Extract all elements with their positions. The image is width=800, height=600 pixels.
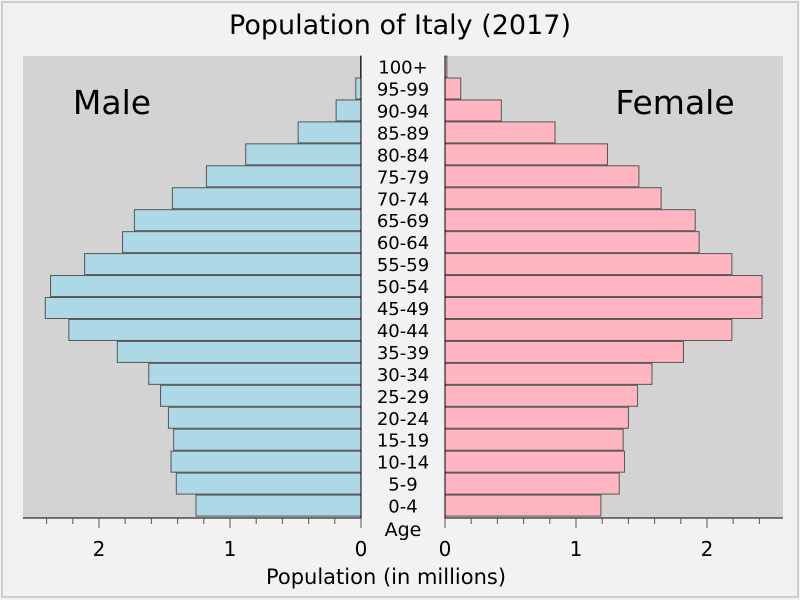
age-label-85-89: 85-89 xyxy=(377,123,429,144)
bar-female-75-79 xyxy=(444,165,640,188)
age-label-15-19: 15-19 xyxy=(377,431,429,452)
bar-female-45-49 xyxy=(444,297,763,319)
bar-female-60-64 xyxy=(444,231,700,254)
bar-male-85-89 xyxy=(297,121,362,144)
x-tick-label-right: 2 xyxy=(701,537,714,561)
bar-male-65-69 xyxy=(133,209,362,232)
age-label-10-14: 10-14 xyxy=(377,453,429,474)
x-tick-label-left: 2 xyxy=(93,537,106,561)
age-label-95-99: 95-99 xyxy=(377,80,429,101)
bar-male-50-54 xyxy=(50,275,362,298)
bar-male-55-59 xyxy=(84,253,362,276)
age-label-55-59: 55-59 xyxy=(377,255,429,276)
bar-male-15-19 xyxy=(173,428,362,451)
x-tick-label-right: 1 xyxy=(570,537,583,561)
age-label-30-34: 30-34 xyxy=(377,365,429,386)
age-label-40-44: 40-44 xyxy=(377,321,429,342)
legend-male: Male xyxy=(73,83,151,122)
bar-male-10-14 xyxy=(170,450,362,473)
bar-female-65-69 xyxy=(444,209,696,232)
age-label-80-84: 80-84 xyxy=(377,145,429,166)
bar-male-25-29 xyxy=(160,384,362,407)
bars-group xyxy=(44,55,763,517)
bar-female-80-84 xyxy=(444,143,608,166)
bar-male-30-34 xyxy=(148,362,362,385)
bar-female-90-94 xyxy=(444,99,502,122)
age-label-65-69: 65-69 xyxy=(377,211,429,232)
bar-male-35-39 xyxy=(116,340,362,363)
x-tick-label-left: 0 xyxy=(355,537,368,561)
bar-female-5-9 xyxy=(444,472,620,495)
bar-female-50-54 xyxy=(444,275,763,298)
bar-male-60-64 xyxy=(122,231,362,254)
age-label-25-29: 25-29 xyxy=(377,387,429,408)
bar-male-5-9 xyxy=(175,472,362,495)
bar-male-90-94 xyxy=(335,99,362,122)
bar-female-10-14 xyxy=(444,450,625,473)
legend-female: Female xyxy=(615,83,734,122)
x-axis-label: Population (in millions) xyxy=(266,565,506,589)
bar-male-80-84 xyxy=(245,143,362,166)
bar-female-55-59 xyxy=(444,253,733,276)
age-label-0-4: 0-4 xyxy=(388,497,417,518)
bar-male-75-79 xyxy=(205,165,362,188)
age-label-20-24: 20-24 xyxy=(377,409,429,430)
bar-male-45-49 xyxy=(44,297,362,319)
axes-group: 2 1 0 0 1 2 xyxy=(23,56,783,561)
x-tick-label-left: 1 xyxy=(224,537,237,561)
bar-female-0-4 xyxy=(444,494,602,517)
bar-female-70-74 xyxy=(444,187,662,210)
x-tick-label-right: 0 xyxy=(439,537,452,561)
bar-female-95-99 xyxy=(444,77,462,100)
bar-male-20-24 xyxy=(167,406,362,429)
bar-female-40-44 xyxy=(444,318,733,341)
bar-female-30-34 xyxy=(444,362,653,385)
bar-female-15-19 xyxy=(444,428,624,451)
age-label-60-64: 60-64 xyxy=(377,233,429,254)
bar-female-25-29 xyxy=(444,384,639,407)
age-label-90-94: 90-94 xyxy=(377,101,429,122)
age-axis-label: Age xyxy=(385,519,422,541)
age-label-75-79: 75-79 xyxy=(377,167,429,188)
age-labels-group: 0-45-910-1415-1920-2425-2930-3435-3940-4… xyxy=(377,58,429,518)
age-label-5-9: 5-9 xyxy=(388,475,417,496)
bar-female-35-39 xyxy=(444,340,684,363)
bar-male-95-99 xyxy=(355,77,362,100)
bar-female-20-24 xyxy=(444,406,629,429)
age-label-70-74: 70-74 xyxy=(377,189,429,210)
bar-female-85-89 xyxy=(444,121,556,144)
bar-male-0-4 xyxy=(195,494,362,517)
age-label-100+: 100+ xyxy=(378,58,427,79)
age-label-35-39: 35-39 xyxy=(377,343,429,364)
age-label-45-49: 45-49 xyxy=(377,299,429,320)
bar-male-40-44 xyxy=(68,318,362,341)
age-label-50-54: 50-54 xyxy=(377,277,429,298)
chart-title: Population of Italy (2017) xyxy=(229,10,571,41)
bar-male-70-74 xyxy=(171,187,362,210)
